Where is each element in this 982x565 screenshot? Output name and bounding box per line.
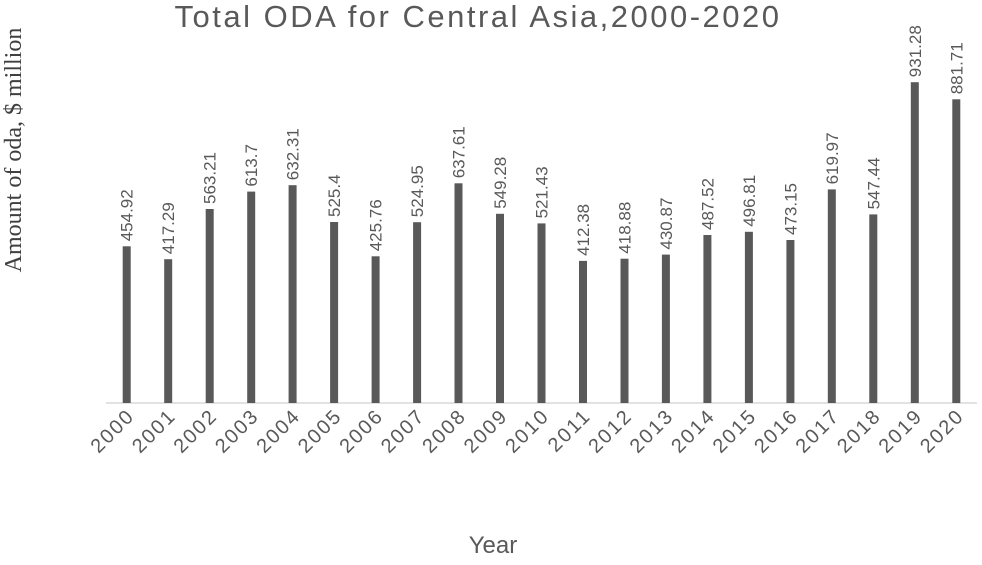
data-label-2020: 881.71 [947, 42, 966, 94]
bar-2010 [537, 223, 546, 403]
data-label-2003: 613.7 [242, 144, 261, 187]
x-tick-2020: 2020 [916, 405, 969, 458]
x-tick-2002: 2002 [170, 405, 223, 458]
data-label-2000: 454.92 [118, 189, 137, 241]
data-label-2007: 524.95 [408, 165, 427, 217]
bar-2014 [703, 235, 712, 403]
bar-2013 [661, 254, 670, 403]
x-tick-2013: 2013 [626, 405, 679, 458]
chart-title: Total ODA for Central Asia,2000-2020 [175, 0, 782, 34]
bar-2019 [910, 82, 919, 403]
bar-2015 [744, 231, 753, 403]
bar-2002 [205, 209, 214, 403]
bar-2017 [827, 189, 836, 403]
data-label-2010: 521.43 [533, 166, 552, 218]
bar-2001 [164, 259, 173, 403]
x-tick-2009: 2009 [460, 405, 513, 458]
x-axis-label: Year [469, 532, 518, 559]
bar-2016 [786, 240, 795, 403]
x-tick-2017: 2017 [792, 405, 845, 458]
bar-2005 [330, 222, 339, 403]
data-label-2017: 619.97 [823, 132, 842, 184]
x-tick-2015: 2015 [709, 405, 762, 458]
data-label-2013: 430.87 [657, 198, 676, 250]
x-tick-2005: 2005 [294, 405, 347, 458]
x-tick-2007: 2007 [377, 405, 430, 458]
data-label-2015: 496.81 [740, 175, 759, 227]
x-tick-2016: 2016 [750, 405, 803, 458]
x-tick-2010: 2010 [501, 405, 554, 458]
x-tick-2006: 2006 [335, 405, 388, 458]
data-label-2012: 418.88 [616, 202, 635, 254]
x-tick-2012: 2012 [584, 405, 637, 458]
bar-2011 [579, 260, 587, 403]
data-label-2008: 637.61 [450, 126, 469, 178]
data-label-2019: 931.28 [906, 25, 925, 77]
x-tick-2019: 2019 [875, 405, 928, 458]
bar-2004 [288, 185, 297, 403]
bar-2018 [869, 214, 878, 403]
x-tick-2001: 2001 [128, 405, 181, 458]
data-label-2011: 412.38 [574, 204, 593, 256]
bar-2006 [371, 256, 380, 403]
bar-2000 [122, 246, 131, 403]
bar-2003 [247, 191, 256, 403]
data-label-2001: 417.29 [159, 202, 178, 254]
x-tick-2011: 2011 [544, 405, 596, 457]
x-tick-2008: 2008 [418, 405, 471, 458]
data-label-2006: 425.76 [367, 199, 386, 251]
bar-2008 [454, 183, 463, 403]
data-label-2018: 547.44 [864, 157, 883, 209]
x-tick-2003: 2003 [211, 405, 264, 458]
x-tick-2014: 2014 [667, 405, 720, 458]
x-tick-2004: 2004 [252, 405, 305, 458]
bar-2009 [496, 213, 504, 403]
y-axis-label: Amount of oda, $ million [1, 28, 27, 273]
x-tick-2000: 2000 [87, 405, 140, 458]
bar-2007 [413, 222, 422, 403]
data-label-2005: 525.4 [325, 174, 344, 217]
data-label-2009: 549.28 [491, 157, 510, 209]
data-label-2002: 563.21 [201, 152, 220, 204]
bar-2012 [620, 258, 629, 403]
x-tick-2018: 2018 [833, 405, 886, 458]
data-label-2004: 632.31 [284, 128, 303, 180]
data-label-2014: 487.52 [698, 178, 717, 230]
data-label-2016: 473.15 [781, 183, 800, 235]
bar-2020 [952, 99, 961, 404]
